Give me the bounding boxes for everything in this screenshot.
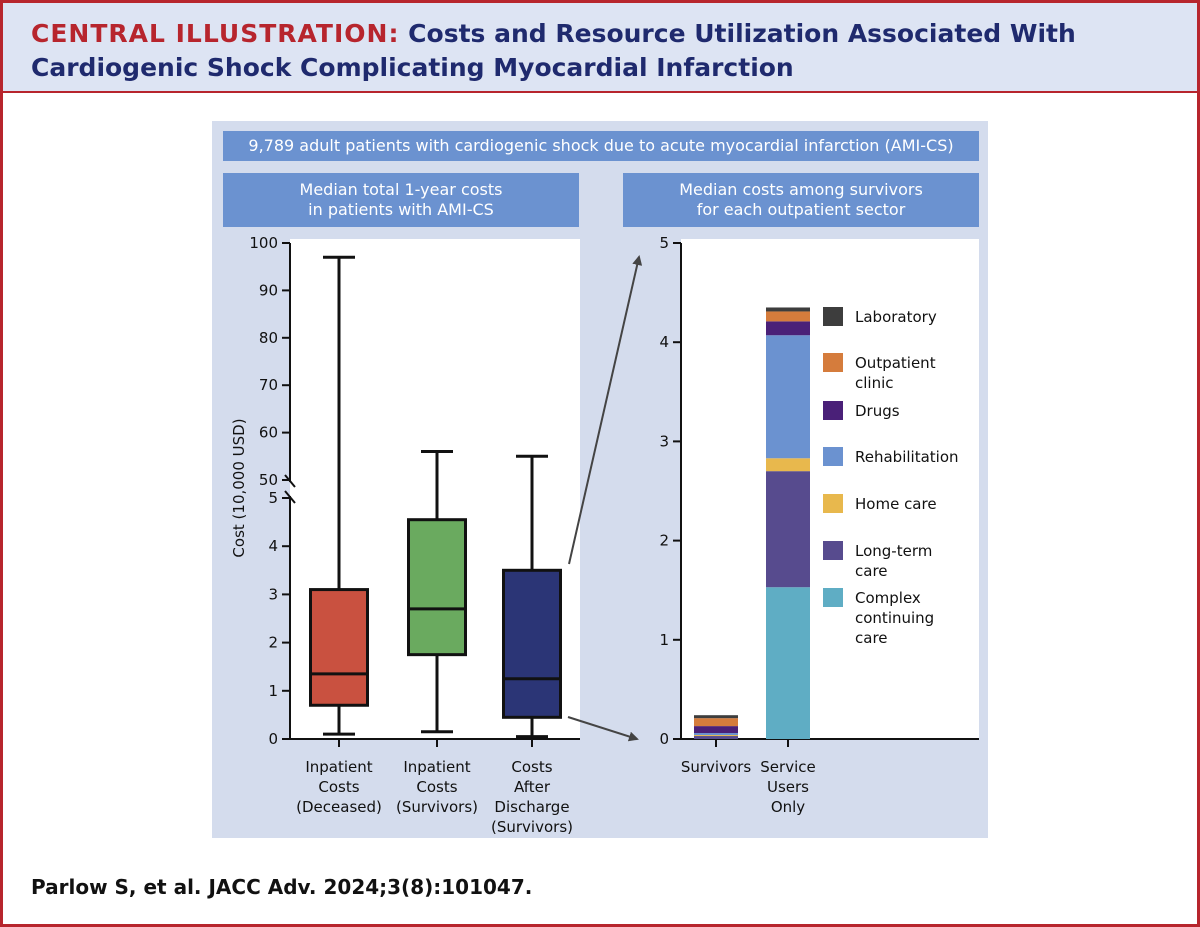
y-tick-label: 0 — [268, 730, 278, 748]
title-text: Costs and Resource Utilization Associate… — [31, 19, 1076, 82]
stacked-segment — [694, 735, 738, 737]
legend-label: Home care — [855, 495, 937, 513]
stacked-segment — [766, 458, 810, 472]
legend-label: care — [855, 562, 888, 580]
stacked-segment — [694, 715, 738, 719]
legend-label: Drugs — [855, 402, 900, 420]
zoom-arrow-lower — [567, 716, 639, 742]
legend-label: Outpatient — [855, 354, 936, 372]
left-chart-banner: Median total 1-year costs in patients wi… — [223, 173, 579, 227]
category-label: Discharge — [494, 798, 569, 816]
stacked-segment — [766, 321, 810, 336]
stacked-y-tick-label: 0 — [659, 730, 669, 748]
citation: Parlow S, et al. JACC Adv. 2024;3(8):101… — [31, 875, 533, 899]
legend-swatch — [823, 307, 843, 326]
category-label: Costs — [416, 778, 457, 796]
y-tick-label: 1 — [268, 682, 278, 700]
y-tick-label: 80 — [259, 329, 278, 347]
box-3 — [502, 454, 562, 747]
y-tick-label: 60 — [259, 424, 278, 442]
stacked-category-label: Survivors — [681, 758, 751, 776]
stacked-category-label: Users — [767, 778, 809, 796]
stacked-category-label: Service — [760, 758, 815, 776]
cohort-banner: 9,789 adult patients with cardiogenic sh… — [223, 131, 979, 161]
legend-swatch — [823, 541, 843, 560]
zoom-arrow-upper — [568, 255, 643, 565]
stacked-segment — [694, 736, 738, 739]
legend-swatch — [823, 494, 843, 513]
y-axis-label: Cost (10,000 USD) — [230, 418, 248, 557]
y-tick-label: 2 — [268, 634, 278, 652]
y-tick-label: 4 — [268, 537, 278, 555]
legend-label: continuing — [855, 609, 934, 627]
legend-label: Laboratory — [855, 308, 937, 326]
legend-swatch — [823, 353, 843, 372]
y-tick-label: 3 — [268, 585, 278, 603]
stacked-segment — [766, 587, 810, 739]
left-banner-line-2: in patients with AMI-CS — [308, 200, 494, 219]
stacked-y-tick-label: 1 — [659, 631, 669, 649]
stacked-segment — [694, 718, 738, 727]
right-banner-line-1: Median costs among survivors — [679, 180, 923, 199]
legend-label: care — [855, 629, 888, 647]
category-label: (Survivors) — [491, 818, 573, 836]
category-label: (Deceased) — [296, 798, 382, 816]
stacked-category-label: Only — [771, 798, 805, 816]
stacked-segment — [766, 471, 810, 588]
stacked-segment — [766, 311, 810, 322]
y-tick-label: 90 — [259, 281, 278, 299]
legend-label: Long-term — [855, 542, 932, 560]
y-tick-label: 70 — [259, 376, 278, 394]
y-tick-label: 100 — [249, 234, 278, 252]
right-banner-line-2: for each outpatient sector — [696, 200, 906, 219]
legend-label: Complex — [855, 589, 921, 607]
category-label: Costs — [511, 758, 552, 776]
stacked-y-tick-label: 3 — [659, 432, 669, 450]
box-iqr — [502, 568, 562, 719]
category-label: Inpatient — [403, 758, 470, 776]
stacked-segment — [694, 726, 738, 734]
stacked-segment — [766, 307, 810, 312]
left-banner-line-1: Median total 1-year costs — [299, 180, 503, 199]
y-tick-label: 50 — [259, 471, 278, 489]
box-2 — [407, 450, 467, 747]
y-tick-label: 5 — [268, 489, 278, 507]
right-chart-banner: Median costs among survivors for each ou… — [623, 173, 979, 227]
legend-swatch — [823, 588, 843, 607]
stacked-y-tick-label: 4 — [659, 333, 669, 351]
box-iqr — [407, 518, 467, 657]
cohort-banner-text: 9,789 adult patients with cardiogenic sh… — [248, 136, 954, 155]
legend-label: clinic — [855, 374, 894, 392]
stacked-y-tick-label: 2 — [659, 532, 669, 550]
stacked-y-tick-label: 5 — [659, 234, 669, 252]
box-1 — [309, 255, 369, 747]
legend-swatch — [823, 447, 843, 466]
stacked-segment — [766, 335, 810, 459]
category-label: After — [514, 778, 551, 796]
title-lead: CENTRAL ILLUSTRATION: — [31, 19, 400, 48]
category-label: Inpatient — [305, 758, 372, 776]
legend-swatch — [823, 401, 843, 420]
legend-label: Rehabilitation — [855, 448, 959, 466]
category-label: Costs — [318, 778, 359, 796]
header: CENTRAL ILLUSTRATION: Costs and Resource… — [3, 3, 1197, 93]
page-title: CENTRAL ILLUSTRATION: Costs and Resource… — [31, 17, 1181, 85]
stacked-segment — [694, 733, 738, 736]
box-iqr — [309, 588, 369, 707]
category-label: (Survivors) — [396, 798, 478, 816]
